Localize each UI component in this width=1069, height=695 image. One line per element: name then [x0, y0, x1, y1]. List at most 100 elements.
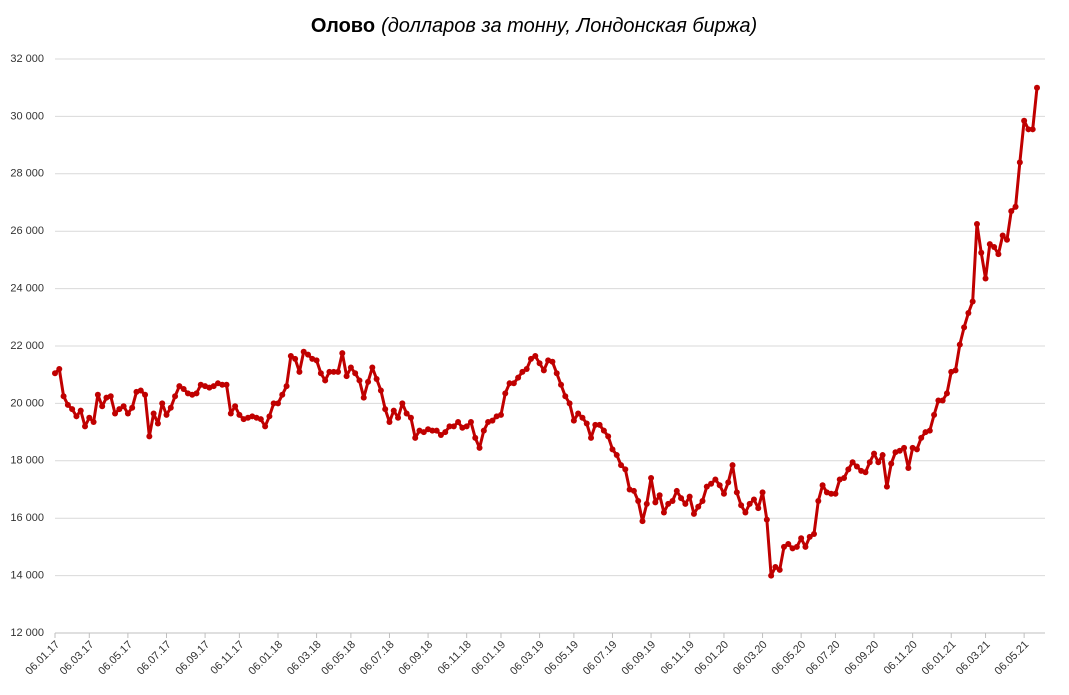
- point: [390, 407, 397, 414]
- point: [210, 383, 217, 390]
- y-tick-label: 28 000: [10, 168, 44, 180]
- point: [995, 251, 1002, 258]
- x-tick-label: 06.03.17: [58, 639, 97, 678]
- point: [686, 493, 693, 500]
- point: [1003, 236, 1010, 243]
- point: [420, 429, 427, 436]
- point: [660, 509, 667, 516]
- x-tick-label: 06.03.18: [285, 639, 324, 678]
- point: [635, 497, 642, 504]
- point: [703, 483, 710, 490]
- point: [347, 364, 354, 371]
- point: [673, 487, 680, 494]
- point: [399, 400, 406, 407]
- point: [763, 516, 770, 523]
- point: [154, 420, 161, 427]
- point: [317, 370, 324, 377]
- point: [274, 400, 281, 407]
- point: [116, 406, 123, 413]
- point: [172, 393, 179, 400]
- point: [849, 459, 856, 466]
- point: [733, 489, 740, 496]
- point: [583, 420, 590, 427]
- price-line: [53, 87, 1039, 578]
- point: [605, 433, 612, 440]
- y-tick-label: 32 000: [10, 53, 44, 65]
- point: [56, 365, 63, 372]
- point: [489, 417, 496, 424]
- point: [952, 367, 959, 374]
- point: [335, 368, 342, 375]
- point: [699, 497, 706, 504]
- point: [986, 241, 993, 248]
- point: [802, 543, 809, 550]
- point: [463, 423, 470, 430]
- point: [395, 414, 402, 421]
- y-tick-label: 30 000: [10, 110, 44, 122]
- point: [519, 368, 526, 375]
- point: [832, 490, 839, 497]
- x-tick-label: 06.07.17: [135, 639, 174, 678]
- point: [313, 357, 320, 364]
- point: [913, 446, 920, 453]
- point: [472, 434, 479, 441]
- point: [1021, 117, 1028, 124]
- x-tick-label: 06.01.19: [469, 639, 508, 678]
- point: [973, 221, 980, 228]
- point: [433, 427, 440, 434]
- point: [579, 414, 586, 421]
- x-tick-label: 06.09.19: [619, 639, 658, 678]
- point: [437, 431, 444, 438]
- point: [943, 390, 950, 397]
- point: [360, 394, 367, 401]
- y-tick-label: 18 000: [10, 455, 44, 467]
- point: [455, 419, 462, 426]
- point: [768, 572, 775, 579]
- point: [502, 390, 509, 397]
- x-tick-label: 06.07.20: [804, 639, 843, 678]
- point: [562, 393, 569, 400]
- point: [107, 393, 114, 400]
- point: [1034, 84, 1040, 91]
- x-tick-label: 06.05.17: [96, 639, 135, 678]
- point: [558, 381, 565, 388]
- point: [497, 411, 504, 418]
- point: [918, 434, 925, 441]
- point: [339, 350, 346, 357]
- point: [532, 353, 539, 360]
- point: [279, 391, 286, 398]
- point: [403, 410, 410, 417]
- point: [227, 410, 234, 417]
- point: [999, 232, 1006, 239]
- point: [523, 365, 530, 372]
- y-tick-label: 26 000: [10, 225, 44, 237]
- point: [566, 400, 573, 407]
- point: [536, 360, 543, 367]
- x-tick-label: 06.07.19: [581, 639, 620, 678]
- point: [613, 452, 620, 459]
- point: [815, 497, 822, 504]
- point: [429, 427, 436, 434]
- point: [712, 476, 719, 483]
- point: [729, 462, 736, 469]
- point: [575, 410, 582, 417]
- x-tick-label: 06.05.21: [993, 639, 1032, 678]
- point: [450, 423, 457, 430]
- point: [60, 393, 67, 400]
- point: [665, 500, 672, 507]
- point: [343, 373, 350, 380]
- point: [622, 466, 629, 473]
- x-tick-label: 06.07.18: [358, 639, 397, 678]
- point: [862, 469, 869, 476]
- point: [510, 380, 517, 387]
- point: [982, 275, 989, 282]
- point: [373, 376, 380, 383]
- point: [678, 495, 685, 502]
- point: [446, 423, 453, 430]
- point: [1025, 126, 1032, 133]
- point: [1029, 126, 1036, 133]
- point: [1016, 159, 1023, 166]
- x-tick-label: 06.11.19: [659, 639, 697, 677]
- point: [176, 383, 183, 390]
